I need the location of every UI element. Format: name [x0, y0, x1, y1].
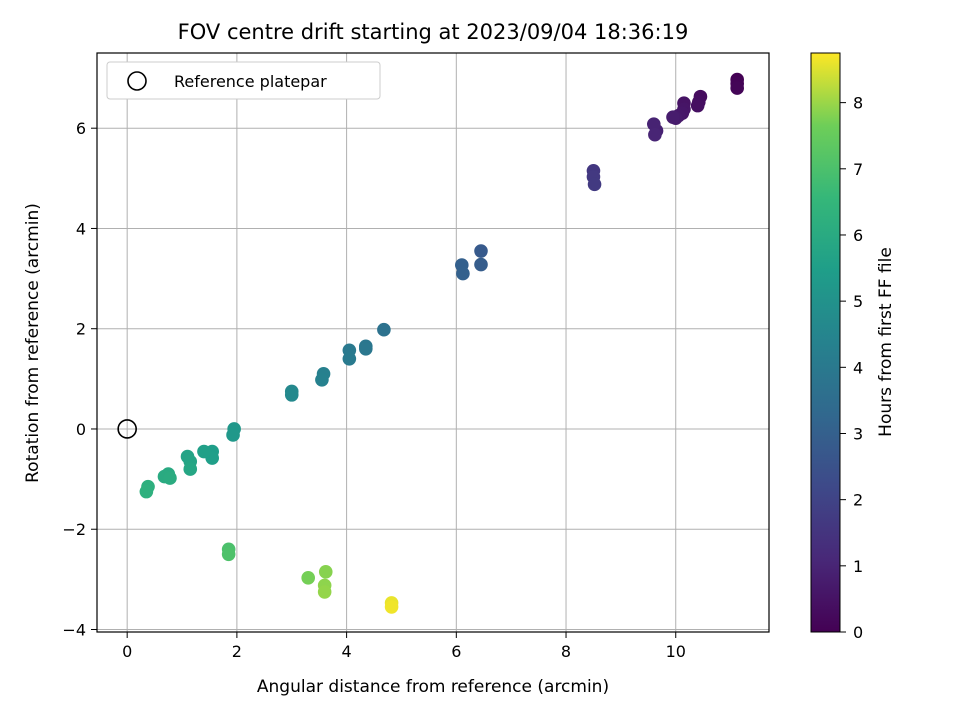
colorbar: 0 1 2 3 4 5 6 7 8 Hours from first FF file	[811, 53, 896, 642]
legend: Reference platepar	[107, 62, 380, 99]
x-axis-label: Angular distance from reference (arcmin)	[257, 677, 609, 697]
data-point	[588, 178, 602, 192]
y-axis-label: Rotation from reference (arcmin)	[23, 203, 43, 483]
data-point	[163, 471, 177, 485]
fov-drift-chart: FOV centre drift starting at 2023/09/04 …	[0, 0, 960, 720]
colorbar-tick-label: 7	[853, 160, 863, 179]
data-point	[730, 81, 744, 95]
data-points	[140, 73, 744, 614]
colorbar-tick-label: 2	[853, 491, 863, 510]
y-axis-ticks: −4 −2 0 2 4 6	[62, 119, 97, 639]
y-tick-label: 4	[76, 219, 86, 238]
x-tick-label: 10	[666, 642, 686, 661]
data-point	[285, 388, 299, 402]
colorbar-tick-label: 0	[853, 623, 863, 642]
data-point	[456, 267, 470, 281]
y-tick-label: −4	[62, 620, 86, 639]
data-point	[183, 462, 197, 476]
x-tick-label: 4	[342, 642, 352, 661]
colorbar-label: Hours from first FF file	[876, 247, 896, 437]
grid-lines	[97, 53, 769, 632]
data-point	[377, 323, 391, 337]
y-tick-label: 6	[76, 119, 86, 138]
y-tick-label: 0	[76, 420, 86, 439]
x-tick-label: 8	[561, 642, 571, 661]
colorbar-tick-label: 1	[853, 557, 863, 576]
data-point	[359, 342, 373, 356]
x-tick-label: 0	[122, 642, 132, 661]
chart-title: FOV centre drift starting at 2023/09/04 …	[178, 20, 689, 44]
data-point	[301, 571, 315, 585]
colorbar-gradient	[811, 53, 840, 632]
data-point	[319, 565, 333, 579]
data-point	[474, 258, 488, 272]
data-point	[315, 373, 329, 387]
colorbar-tick-label: 8	[853, 94, 863, 113]
data-point	[666, 110, 680, 124]
data-point	[474, 244, 488, 258]
data-point	[343, 352, 357, 366]
data-point	[648, 128, 662, 142]
y-tick-label: 2	[76, 320, 86, 339]
data-point	[197, 445, 211, 459]
y-tick-label: −2	[62, 520, 86, 539]
data-point	[691, 99, 705, 113]
colorbar-tick-label: 6	[853, 226, 863, 245]
colorbar-ticks: 0 1 2 3 4 5 6 7 8	[840, 94, 863, 642]
x-axis-ticks: 0 2 4 6 8 10	[122, 632, 686, 661]
x-tick-label: 6	[451, 642, 461, 661]
plot-frame	[97, 53, 769, 632]
colorbar-tick-label: 4	[853, 358, 863, 377]
x-tick-label: 2	[232, 642, 242, 661]
data-point	[222, 547, 236, 561]
data-point	[140, 485, 154, 499]
colorbar-tick-label: 3	[853, 424, 863, 443]
data-point	[318, 585, 332, 599]
data-point	[385, 600, 399, 614]
colorbar-tick-label: 5	[853, 292, 863, 311]
legend-label: Reference platepar	[174, 72, 327, 91]
data-point	[226, 428, 240, 442]
